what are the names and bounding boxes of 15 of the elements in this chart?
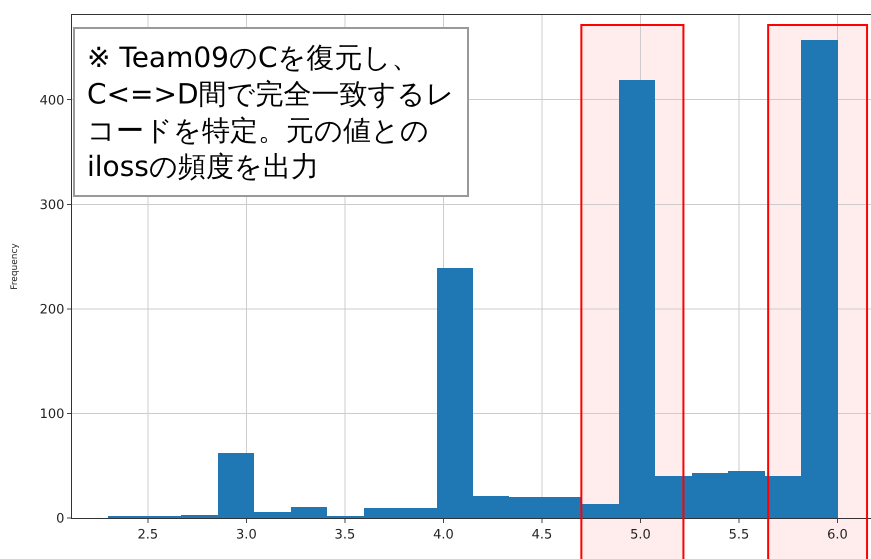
x-tick-label: 3.0 <box>236 528 257 543</box>
x-tick-label: 3.5 <box>334 528 356 543</box>
annotation: ※ Team09のCを復元し、C<=>D間で完全一致するレコードを特定。元の値とのilossの頻度を出力 <box>87 41 455 184</box>
x-tick-label: 5.5 <box>728 528 750 543</box>
x-tick-label: 4.0 <box>433 528 454 543</box>
y-tick-label: 300 <box>40 198 64 213</box>
y-tick-label: 200 <box>40 302 64 318</box>
y-axis-title: Frequency <box>10 242 20 290</box>
y-tick-label: 0 <box>56 512 64 527</box>
y-tick-label: 100 <box>40 406 64 422</box>
y-tick-label: 400 <box>40 93 64 108</box>
x-tick-label: 5.0 <box>630 528 651 543</box>
x-tick-label: 2.5 <box>138 528 158 543</box>
x-tick-label: 6.0 <box>827 528 848 543</box>
x-tick-label: 4.5 <box>532 528 552 543</box>
